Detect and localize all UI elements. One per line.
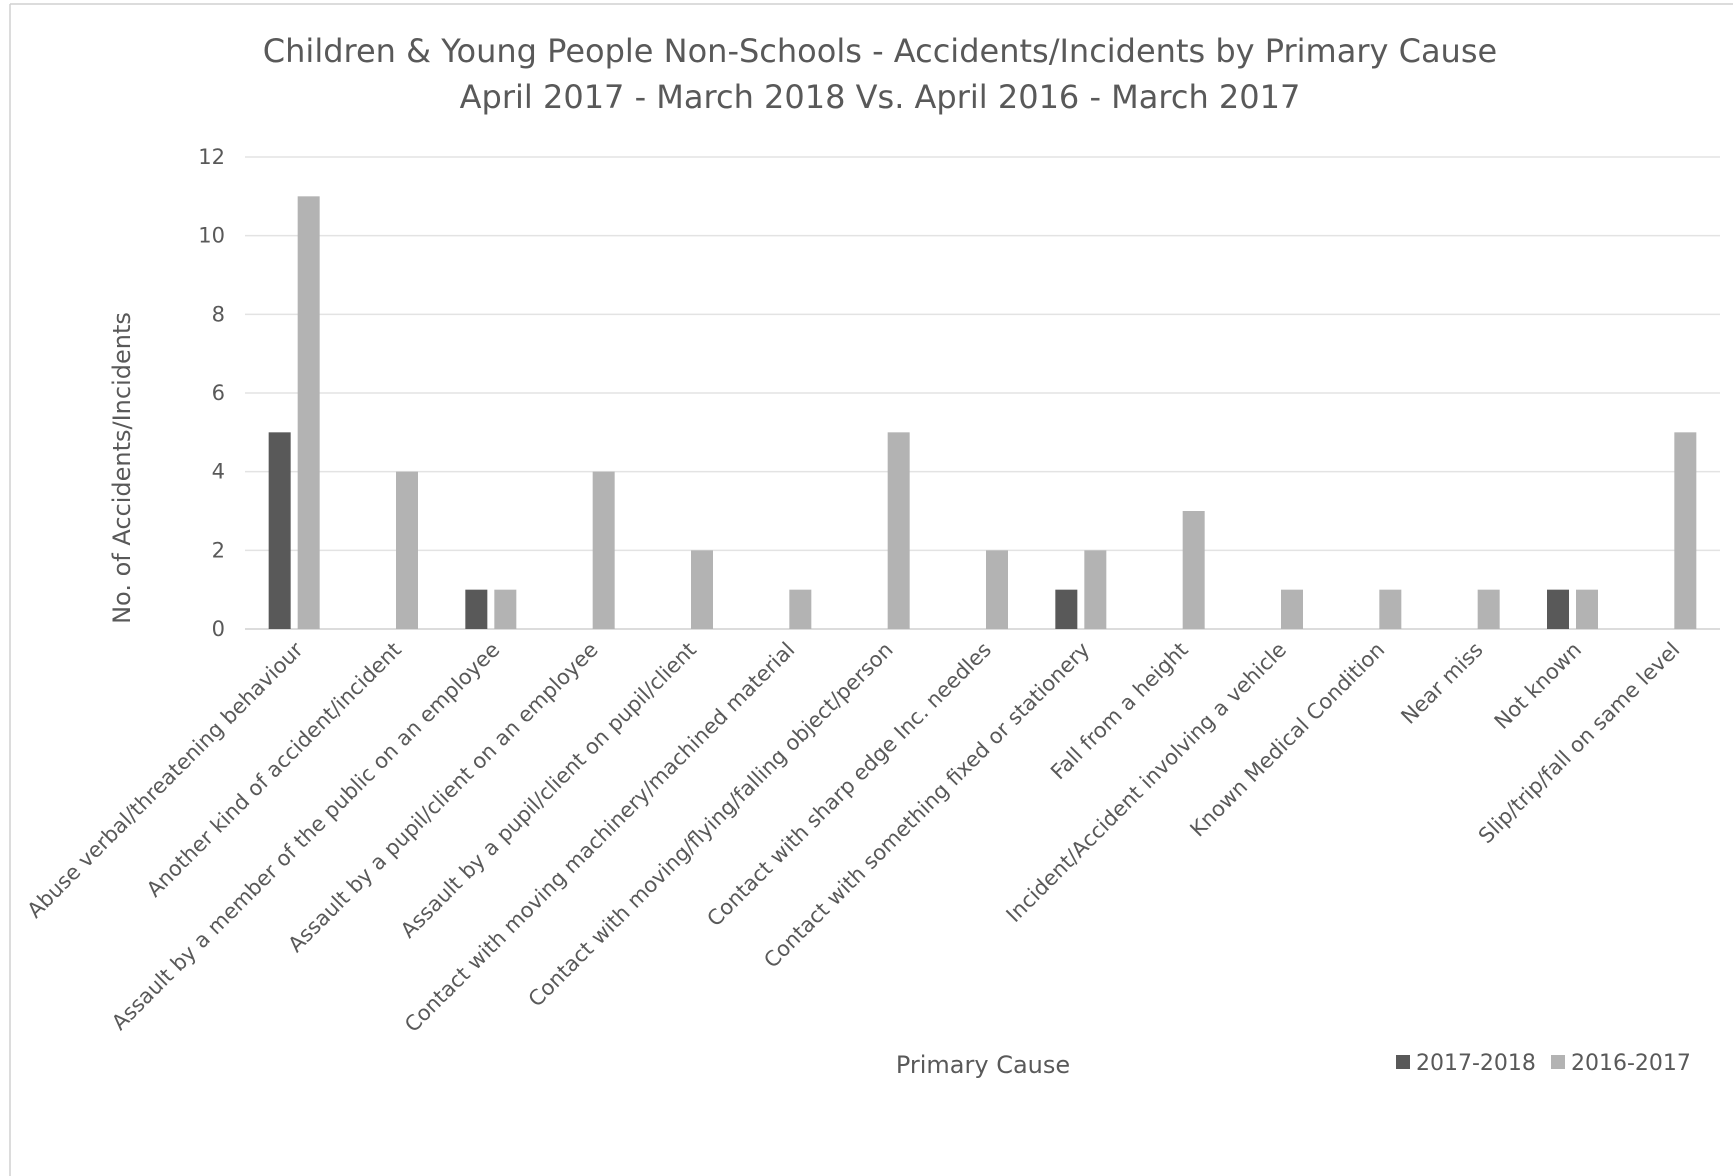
bar-series-2 [1477,589,1500,629]
bar-series-2 [396,471,418,629]
bar-series-2 [1182,511,1205,629]
bar-series-1 [1547,589,1569,629]
bar-series-2 [1084,550,1107,629]
legend-swatch [1396,1055,1410,1069]
bar-series-2 [887,432,910,629]
y-tick-label: 10 [198,224,225,248]
legend-swatch [1551,1055,1565,1069]
bars [268,196,1697,630]
bar-series-2 [297,196,320,630]
legend-label: 2016-2017 [1571,1051,1691,1076]
chart-title: Children & Young People Non-Schools - Ac… [263,32,1497,70]
y-tick-label: 2 [212,538,225,562]
chart-subtitle: April 2017 - March 2018 Vs. April 2016 -… [460,78,1301,116]
bar-series-2 [1576,589,1598,629]
bar-series-1 [465,589,488,629]
gridlines [245,156,1720,630]
bar-series-1 [1055,589,1078,629]
y-tick-label: 0 [212,617,225,641]
bar-series-2 [986,550,1008,629]
bar-series-2 [592,471,615,629]
legend: 2017-2018 2016-2017 [1396,1051,1691,1076]
y-tick-label: 6 [212,381,225,405]
x-axis-title: Primary Cause [896,1051,1070,1079]
y-axis-title: No. of Accidents/Incidents [108,312,136,624]
bar-series-1 [268,432,291,629]
bar-series-2 [789,589,812,629]
y-axis-ticks: 0 2 4 6 8 10 12 [198,145,225,641]
bar-series-2 [1281,589,1303,629]
y-tick-label: 4 [212,460,225,484]
bar-series-2 [691,550,713,629]
bar-series-2 [494,589,517,629]
bar-series-2 [1674,432,1697,629]
bar-series-2 [1379,589,1402,629]
legend-label: 2017-2018 [1416,1051,1536,1076]
y-tick-label: 8 [212,302,225,326]
y-tick-label: 12 [198,145,225,169]
